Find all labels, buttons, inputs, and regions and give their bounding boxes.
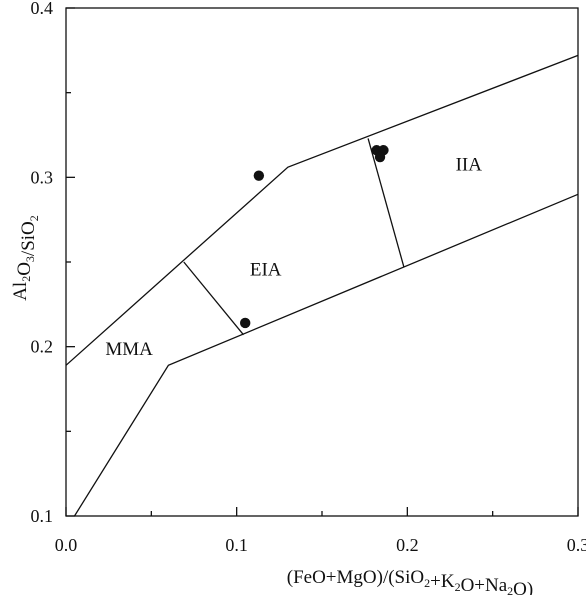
plot-frame: [65, 7, 579, 517]
y-axis-label: Al2O3/SiO2: [10, 215, 41, 301]
data-points: [240, 145, 389, 329]
tick-labels: 0.0 0.1 0.2 0.30.10.20.30.4: [31, 0, 586, 555]
region-labels: MMA EIA IIA: [105, 155, 482, 361]
region-iia: IIA: [456, 155, 483, 176]
data-point: [240, 317, 251, 329]
x-axis-label: (FeO+MgO)/(SiO2+K2O+Na2O): [287, 567, 533, 595]
field-boundaries: [65, 54, 579, 517]
data-point: [374, 151, 386, 163]
region-eia: EIA: [250, 260, 282, 281]
upper-boundary: [65, 54, 579, 366]
y-tick-label: 0.2: [31, 337, 54, 357]
x-tick-label: 0.2: [396, 535, 419, 555]
y-tick-label: 0.4: [31, 0, 54, 18]
x-tick-label: 0.3: [567, 535, 586, 555]
region-mma: MMA: [105, 339, 153, 360]
axis-ticks: [65, 7, 579, 517]
lower-boundary: [73, 193, 579, 517]
eia-iia-divider: [367, 138, 405, 268]
y-tick-label: 0.3: [31, 167, 54, 187]
y-tick-label: 0.1: [31, 506, 54, 526]
x-tick-label: 0.0: [55, 535, 78, 555]
data-point: [253, 170, 265, 181]
x-tick-label: 0.1: [225, 535, 248, 555]
mma-eia-divider: [183, 261, 245, 336]
